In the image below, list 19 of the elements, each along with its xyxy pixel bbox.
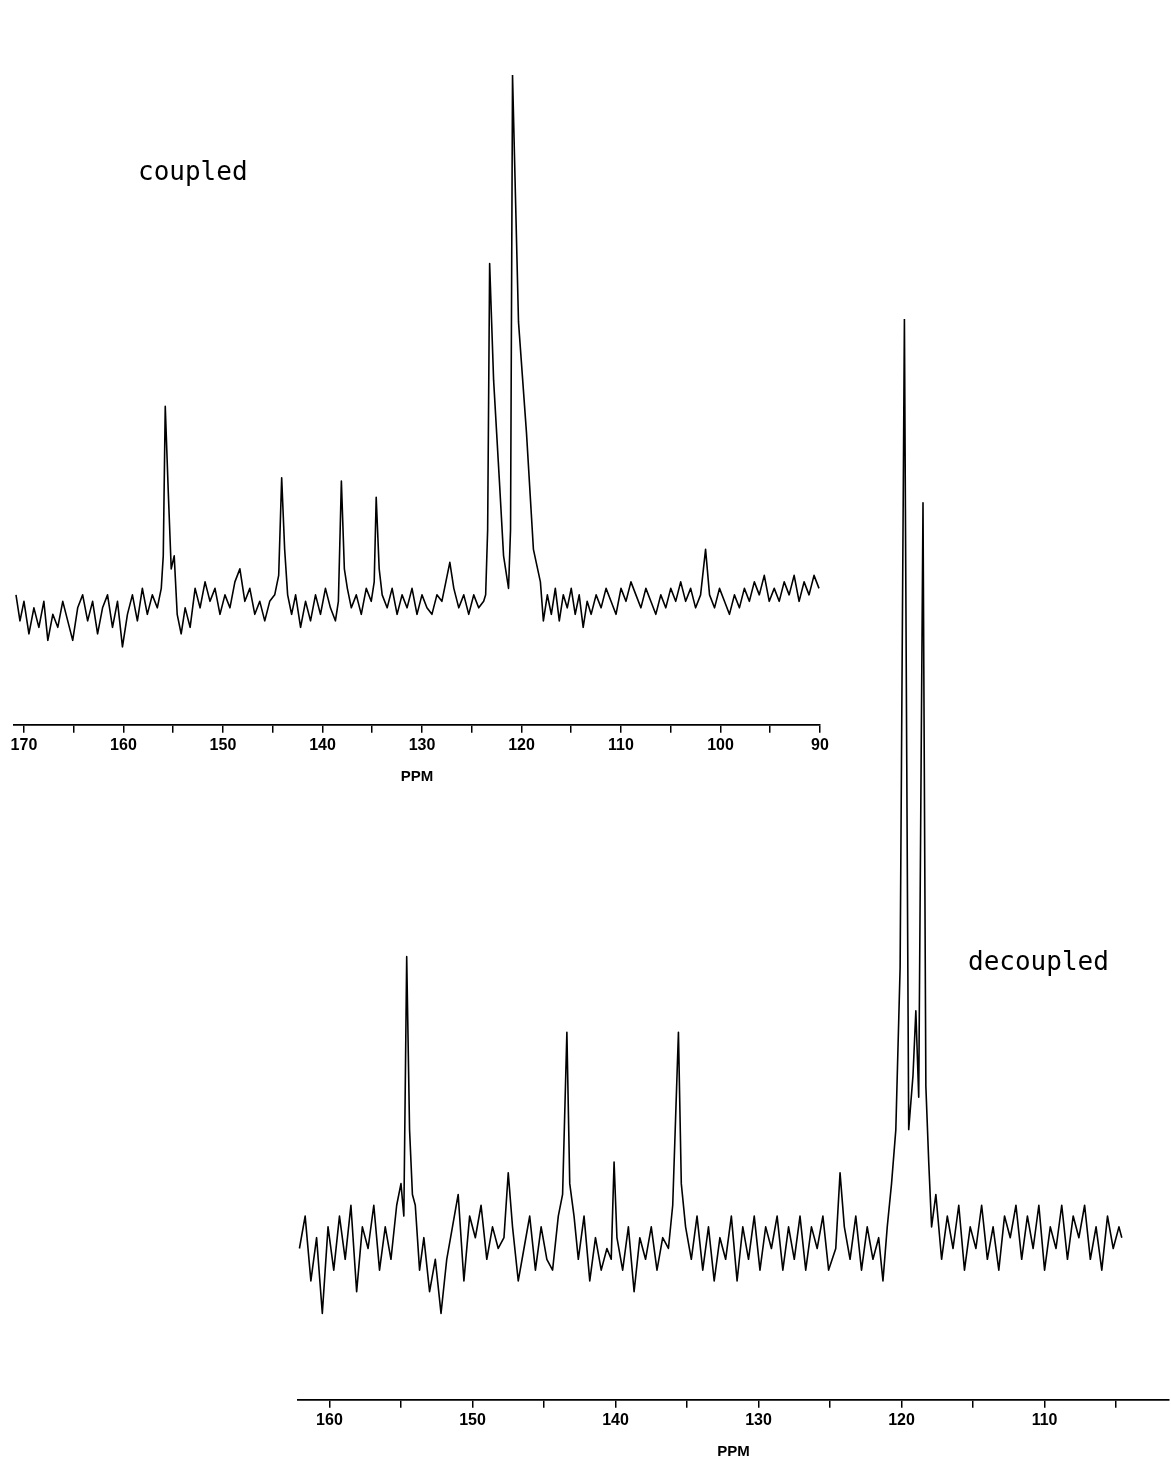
x-tick-label: 160 xyxy=(110,735,137,753)
x-tick-label: 120 xyxy=(888,1410,915,1428)
x-axis-title: PPM xyxy=(717,1442,750,1460)
x-axis-title: PPM xyxy=(400,767,434,785)
series-label: decoupled xyxy=(968,946,1109,976)
x-tick-label: 170 xyxy=(10,735,38,753)
text: coupled xyxy=(138,156,248,186)
x-tick-label: 140 xyxy=(309,735,336,753)
x-tick-label: 150 xyxy=(459,1410,486,1428)
x-tick-label: 100 xyxy=(707,735,734,753)
x-tick-label: 110 xyxy=(1031,1410,1058,1428)
x-tick-label: 160 xyxy=(316,1410,343,1428)
x-tick-label: 120 xyxy=(508,735,535,753)
x-tick-label: 90 xyxy=(811,735,829,753)
x-tick-label: 110 xyxy=(608,735,634,753)
x-tick-label: 150 xyxy=(209,735,237,753)
x-tick-label: 130 xyxy=(745,1410,772,1428)
x-tick-label: 140 xyxy=(602,1410,629,1428)
x-tick-label: 130 xyxy=(408,735,436,753)
